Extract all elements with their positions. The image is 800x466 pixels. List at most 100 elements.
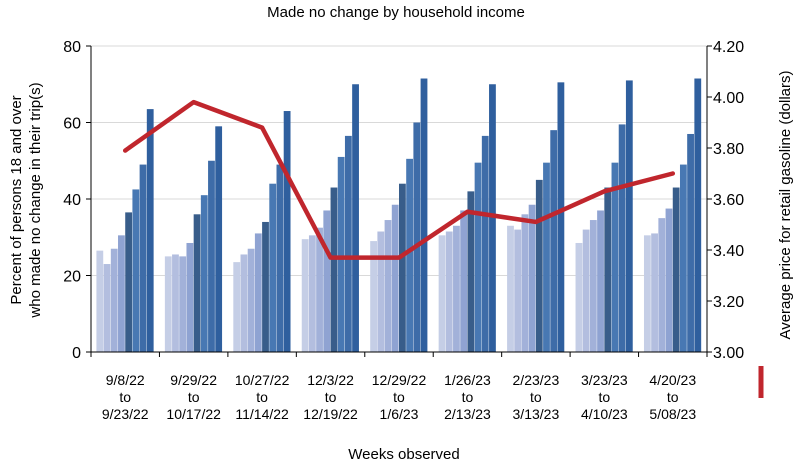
bar — [283, 111, 291, 353]
bar — [301, 239, 309, 352]
x-tick-label: 3/23/23 to 4/10/23 — [581, 372, 628, 422]
bar — [240, 254, 248, 352]
bar — [438, 235, 446, 352]
y-tick-label: 0 — [72, 345, 81, 362]
bar — [110, 248, 118, 352]
bar — [233, 262, 241, 352]
bar — [308, 235, 316, 352]
bar — [132, 189, 140, 352]
y-axis-label: Percent of persons 18 and over who made n… — [8, 82, 44, 318]
bar — [481, 135, 489, 352]
y2-axis-label: Average price for retail gasoline (dolla… — [777, 70, 794, 339]
bar — [665, 208, 673, 352]
bar — [557, 82, 565, 353]
x-tick-label: 12/29/22 to 1/6/23 — [372, 372, 427, 422]
y2-tick-label: 3.40 — [713, 243, 744, 260]
bar — [330, 187, 338, 352]
x-tick-label: 9/29/22 to 10/17/22 — [166, 372, 221, 422]
bar — [118, 235, 125, 352]
bar — [337, 156, 345, 352]
bar — [467, 191, 475, 352]
x-axis-ticks: 9/8/22 to 9/23/22 9/29/22 to 10/17/22 10/27/22… — [90, 352, 708, 422]
bar — [597, 210, 604, 352]
bar — [643, 235, 651, 352]
bar — [694, 78, 702, 352]
y-tick-label: 40 — [63, 192, 81, 209]
bar — [186, 242, 194, 352]
y-tick-label: 60 — [63, 116, 81, 133]
bar — [172, 254, 179, 352]
bar — [611, 162, 619, 352]
bar — [589, 220, 597, 352]
bar — [96, 250, 104, 352]
bar — [247, 248, 255, 352]
price-line — [122, 99, 676, 260]
x-tick-label: 10/27/22 to 11/14/22 — [235, 372, 290, 422]
y2-tick-label: 3.00 — [713, 345, 744, 362]
y-tick-label: 80 — [63, 39, 81, 56]
bar — [254, 233, 262, 352]
bar — [344, 135, 352, 352]
bar — [507, 225, 514, 352]
bar — [370, 241, 377, 352]
y-axis-ticks: 0 20 40 60 80 — [63, 39, 91, 362]
bar — [575, 242, 583, 352]
bar — [323, 210, 331, 352]
bar — [618, 124, 626, 352]
bar — [399, 183, 406, 352]
y2-tick-label: 3.60 — [713, 192, 744, 209]
y2-axis-ticks: 3.00 3.20 3.40 3.60 3.80 4.00 4.20 — [707, 39, 744, 362]
bar — [582, 229, 590, 352]
bar — [276, 164, 284, 352]
bar — [687, 133, 694, 352]
y2-tick-label: 3.80 — [713, 141, 744, 158]
bar — [550, 130, 558, 352]
bar — [391, 204, 399, 352]
bar — [316, 227, 323, 352]
bar — [528, 204, 536, 352]
chart-title: Made no change by household income — [267, 4, 525, 21]
bar — [139, 164, 147, 352]
x-axis-label: Weeks observed — [348, 446, 459, 463]
bar — [352, 84, 359, 352]
bar — [535, 179, 543, 352]
bar — [651, 233, 658, 352]
bar — [125, 212, 133, 352]
bar — [179, 256, 187, 352]
bar — [489, 84, 496, 352]
bar — [384, 220, 392, 352]
bar — [406, 158, 413, 352]
bar — [164, 256, 172, 352]
x-tick-label: 4/20/23 to 5/08/23 — [649, 372, 696, 422]
bar — [445, 231, 453, 352]
x-tick-label: 9/8/22 to 9/23/22 — [102, 372, 149, 422]
x-tick-label: 2/23/23 to 3/13/23 — [513, 372, 560, 422]
bar — [377, 231, 385, 352]
bar — [672, 187, 680, 352]
bar — [679, 164, 687, 352]
bar — [604, 187, 612, 352]
bar — [658, 218, 666, 352]
bar — [146, 109, 154, 352]
y2-tick-label: 4.20 — [713, 39, 744, 56]
bar — [460, 210, 468, 352]
bar — [208, 160, 215, 352]
bar — [543, 162, 550, 352]
bar — [200, 195, 208, 352]
bar — [193, 214, 201, 352]
bar — [103, 264, 111, 352]
x-tick-label: 12/3/22 to 12/19/22 — [303, 372, 358, 422]
bar — [262, 221, 269, 352]
x-tick-label: 1/26/23 to 2/13/23 — [444, 372, 491, 422]
bar — [453, 225, 460, 352]
y-tick-label: 20 — [63, 269, 81, 286]
bar — [514, 229, 522, 352]
y2-tick-label: 4.00 — [713, 90, 744, 107]
bar — [269, 183, 277, 352]
y2-tick-label: 3.20 — [713, 294, 744, 311]
bar — [625, 80, 633, 353]
bar — [420, 78, 428, 352]
bar — [215, 126, 223, 352]
bars — [96, 78, 702, 353]
